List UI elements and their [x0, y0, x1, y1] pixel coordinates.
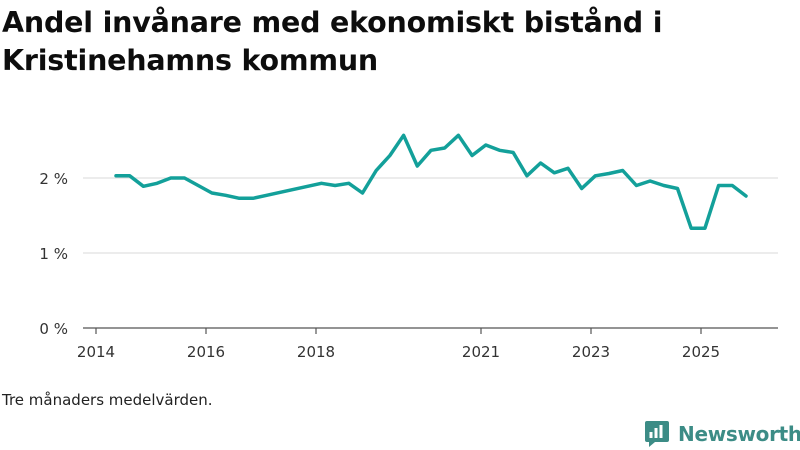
- y-tick-label: 2 %: [39, 170, 68, 188]
- series-line: [114, 133, 748, 231]
- y-tick-label: 0 %: [39, 320, 68, 338]
- x-tick-label: 2014: [77, 343, 115, 361]
- series-group: [114, 133, 748, 231]
- y-axis-labels: 0 % 1 % 2 %: [39, 170, 68, 338]
- y-tick-label: 1 %: [39, 245, 68, 263]
- x-tick-label: 2016: [187, 343, 225, 361]
- x-axis-labels: 2014 2016 2018 2021 2023 2025: [77, 343, 720, 361]
- chart-title: Andel invånare med ekonomiskt bistånd i …: [2, 6, 663, 77]
- grid-lines: [83, 177, 778, 254]
- x-axis: [83, 327, 778, 334]
- footnote: Tre månaders medelvärden.: [2, 391, 213, 409]
- newsworthy-logo-icon: [645, 421, 669, 447]
- brand-logo[interactable]: Newsworthy: [644, 420, 800, 448]
- x-tick-label: 2021: [462, 343, 500, 361]
- x-tick-label: 2018: [297, 343, 335, 361]
- x-tick-label: 2023: [572, 343, 610, 361]
- x-tick-label: 2025: [682, 343, 720, 361]
- brand-name: Newsworthy: [678, 422, 800, 446]
